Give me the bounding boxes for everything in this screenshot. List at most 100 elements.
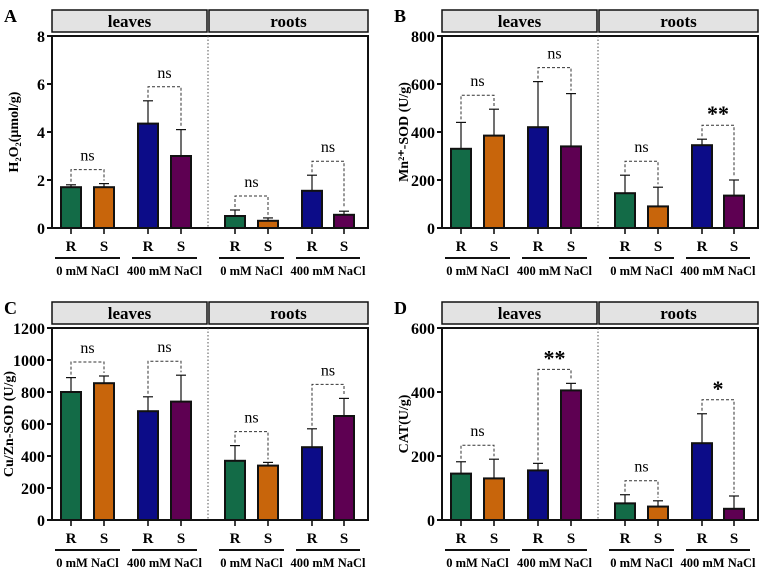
genotype-label: S <box>177 531 185 547</box>
facet-label: roots <box>270 12 307 31</box>
bar <box>301 446 323 521</box>
significance-bracket <box>311 160 345 209</box>
y-tick-label: 800 <box>411 29 435 46</box>
y-tick-label: 0 <box>37 513 45 530</box>
bar <box>137 410 159 521</box>
facet-label: roots <box>270 304 307 323</box>
bar <box>60 186 82 229</box>
y-tick-label: 1000 <box>13 353 45 370</box>
bar <box>170 155 192 229</box>
facet-label: leaves <box>108 12 152 31</box>
y-tick-label: 600 <box>411 77 435 94</box>
genotype-label: S <box>177 239 185 255</box>
bar <box>93 186 115 229</box>
bar <box>450 472 472 522</box>
genotype-label: R <box>307 239 318 255</box>
genotype-label: R <box>143 531 154 547</box>
significance-label: ns <box>80 340 94 357</box>
significance-bracket <box>624 480 659 498</box>
facet-strip <box>598 301 759 325</box>
bar <box>614 502 636 521</box>
group-label: 0 mM NaCl <box>610 264 673 278</box>
significance-bracket <box>311 383 345 426</box>
bar <box>691 442 713 521</box>
facet-strip <box>51 9 208 33</box>
bar <box>224 459 246 522</box>
facet-strip <box>598 9 759 33</box>
facet-label: roots <box>660 12 697 31</box>
significance-label: ns <box>80 148 94 165</box>
significance-label: ns <box>547 46 561 63</box>
y-tick-label: 0 <box>427 513 435 530</box>
genotype-label: S <box>264 239 272 255</box>
significance-label: ns <box>634 459 648 476</box>
genotype-label: R <box>456 531 467 547</box>
genotype-label: S <box>730 531 738 547</box>
y-tick-label: 600 <box>21 417 45 434</box>
group-label: 400 mM NaCl <box>291 556 367 570</box>
bar <box>723 194 745 230</box>
y-tick-label: 400 <box>21 449 45 466</box>
y-tick-label: 0 <box>37 221 45 238</box>
significance-label: ns <box>244 410 258 427</box>
group-label: 400 mM NaCl <box>291 264 367 278</box>
significance-bracket <box>147 86 182 127</box>
y-axis-label: H₂O₂(μmol/g) <box>7 91 22 172</box>
genotype-label: S <box>264 531 272 547</box>
y-axis-label: Cu/Zn-SOD (U/g) <box>2 371 17 478</box>
genotype-label: S <box>654 531 662 547</box>
panel-letter: B <box>394 6 406 26</box>
group-label: 0 mM NaCl <box>446 556 509 570</box>
bar <box>647 205 669 229</box>
genotype-label: S <box>730 239 738 255</box>
facet-label: leaves <box>108 304 152 323</box>
genotype-label: R <box>620 239 631 255</box>
y-tick-label: 4 <box>37 125 45 142</box>
y-tick-label: 8 <box>37 29 45 46</box>
bar <box>527 469 549 521</box>
significance-bracket <box>234 431 269 460</box>
significance-label: ** <box>544 345 566 370</box>
significance-label: ns <box>321 362 335 379</box>
genotype-label: S <box>490 239 498 255</box>
group-label: 0 mM NaCl <box>56 264 119 278</box>
bar <box>224 215 246 229</box>
genotype-label: R <box>66 531 77 547</box>
facet-label: leaves <box>498 304 542 323</box>
group-label: 400 mM NaCl <box>517 556 593 570</box>
y-tick-label: 400 <box>411 125 435 142</box>
group-label: 400 mM NaCl <box>517 264 593 278</box>
significance-bracket <box>70 169 105 182</box>
genotype-label: S <box>100 239 108 255</box>
plot-frame <box>441 327 759 521</box>
significance-label: * <box>713 376 724 401</box>
y-tick-label: 2 <box>37 173 45 190</box>
significance-bracket <box>460 444 495 459</box>
group-label: 0 mM NaCl <box>610 556 673 570</box>
y-tick-label: 600 <box>411 321 435 338</box>
bar <box>257 464 279 522</box>
facet-label: roots <box>660 304 697 323</box>
group-label: 0 mM NaCl <box>446 264 509 278</box>
y-tick-label: 0 <box>427 221 435 238</box>
bar <box>93 382 115 521</box>
significance-bracket <box>147 360 182 394</box>
significance-label: ns <box>470 423 484 440</box>
panel-letter: C <box>4 298 17 318</box>
significance-label: ns <box>157 65 171 82</box>
significance-bracket <box>701 399 735 493</box>
y-tick-label: 6 <box>37 77 45 94</box>
group-label: 400 mM NaCl <box>681 556 757 570</box>
facet-strip <box>441 301 598 325</box>
group-label: 400 mM NaCl <box>127 556 203 570</box>
genotype-label: R <box>533 239 544 255</box>
facet-strip <box>208 301 369 325</box>
genotype-label: S <box>340 239 348 255</box>
y-axis-label: CAT(U/g) <box>397 394 412 453</box>
facet-strip <box>51 301 208 325</box>
genotype-label: S <box>567 531 575 547</box>
y-tick-label: 200 <box>411 449 435 466</box>
bar <box>614 192 636 229</box>
significance-bracket <box>234 195 269 215</box>
